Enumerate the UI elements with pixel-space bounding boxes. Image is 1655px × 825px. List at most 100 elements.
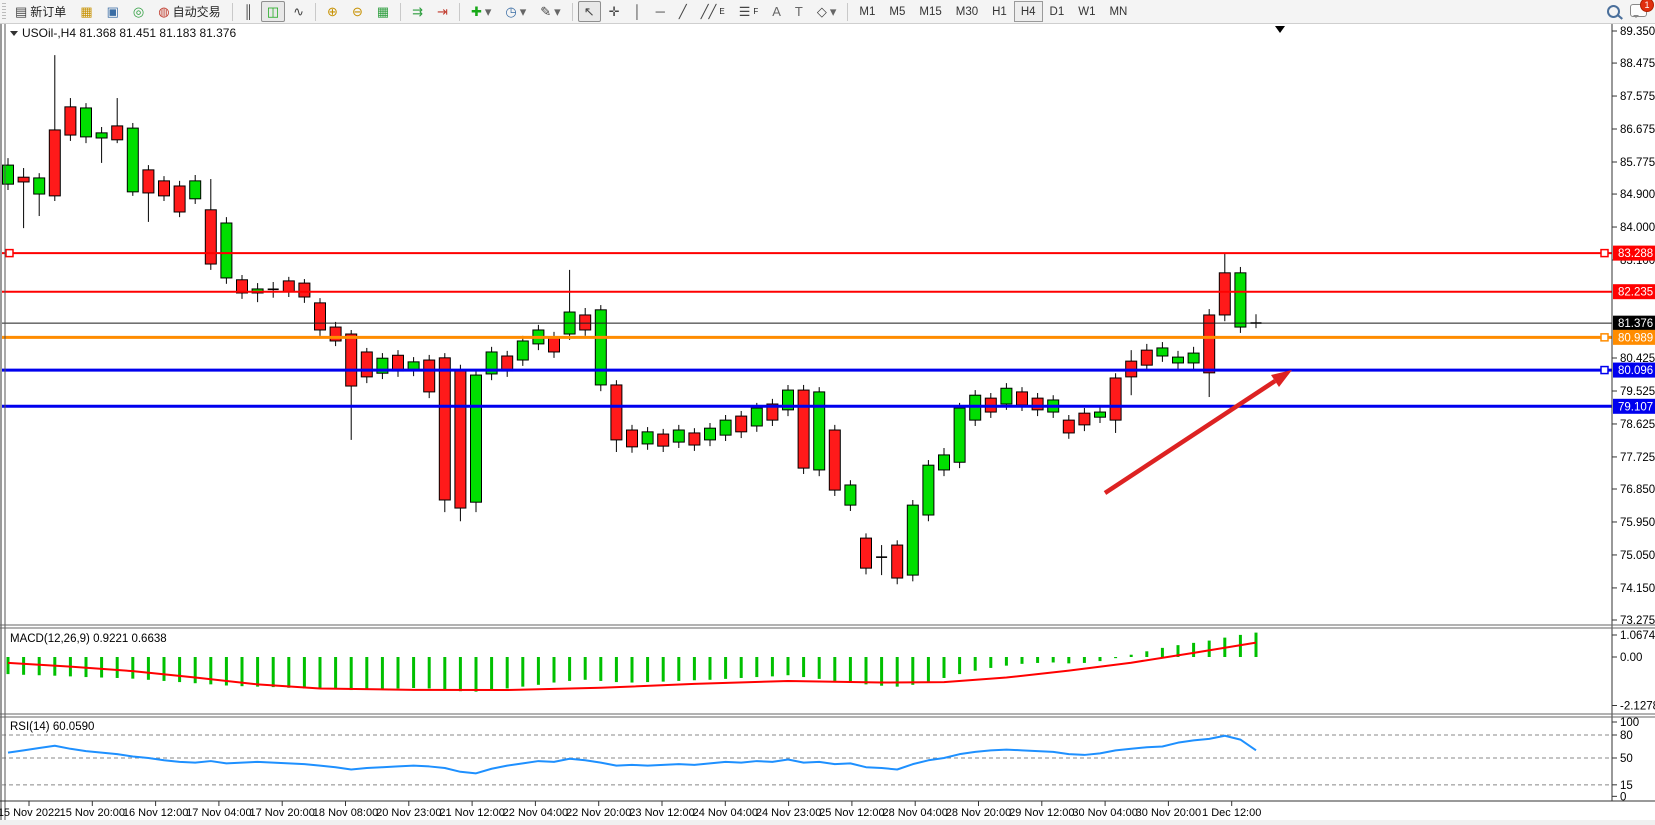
new-order-icon: ▤ [15,4,28,19]
channel-icon: ╱╱ [700,4,717,19]
candle [1187,346,1200,370]
trend-arrow-head[interactable] [1271,370,1292,387]
zoom-out-button[interactable]: ⊖ [346,1,369,22]
rsi-tick-label: 100 [1620,717,1639,729]
candle [314,298,326,336]
time-tick-label: 25 Nov 12:00 [819,807,884,819]
macd-tick-label: 0.00 [1620,652,1642,664]
candlestick-chart-button[interactable]: ◫ [260,1,286,22]
price-tick-label: 76.850 [1620,484,1655,496]
window-left-edge [0,23,2,825]
timeframe-bar: M1 M5 M15 M30 H1 H4 D1 W1 MN [852,1,1134,22]
candle [126,122,139,196]
candle [329,321,342,347]
zoom-in-icon: ⊕ [327,4,338,19]
fibonacci-icon: ☰ [738,4,751,19]
candle [158,176,170,202]
fibonacci-tool-button[interactable]: ☰ F [733,1,765,22]
timeframe-button-m5[interactable]: M5 [889,5,906,18]
cursor-tool-button[interactable]: ↖ [577,1,601,22]
resistance-line-1-handle[interactable] [1600,248,1609,258]
support-line-1-handle[interactable] [1600,365,1609,375]
candle [828,424,841,496]
candle [360,347,373,384]
channel-tool-button[interactable]: ╱╱ E [695,1,731,22]
candle [813,387,826,477]
rsi-indicator-label: RSI(14) 60.0590 [10,721,94,733]
navigator-button[interactable]: ◎ [127,1,150,22]
notifications-button[interactable]: 1 [1630,0,1654,20]
candle [1094,406,1106,424]
price-chip-label: 80.096 [1618,365,1653,377]
candle [766,398,779,426]
candle [142,165,155,222]
tile-windows-button[interactable]: ▦ [371,1,395,22]
text-tool-button[interactable]: A [766,1,787,22]
chart-shift-marker[interactable] [1275,26,1285,33]
timeframe-button-mn[interactable]: MN [1109,5,1128,18]
resistance-line-1-handle[interactable] [5,248,14,258]
macd-tick-label: -2.1278 [1620,701,1655,713]
candle [236,275,248,299]
candle [610,380,623,452]
price-tick-label: 73.275 [1620,615,1655,627]
chart-shift-button[interactable]: ⇥ [431,1,454,22]
price-tick-label: 75.050 [1620,550,1655,562]
periods-button[interactable]: ◷ ▾ [499,1,532,22]
vertical-line-tool-button[interactable]: │ [628,1,648,22]
candle [111,98,124,144]
autotrading-button[interactable]: ◍ 自动交易 [152,1,226,22]
timeframe-button-d1[interactable]: D1 [1049,5,1065,18]
timeframe-button-w1[interactable]: W1 [1078,5,1096,18]
horizontal-line-tool-button[interactable]: ─ [650,1,671,22]
timeframe-button-m15[interactable]: M15 [919,5,942,18]
candle [891,540,904,585]
time-tick-label: 21 Nov 12:00 [439,807,504,819]
indicators-button[interactable]: ✚ ▾ [465,1,497,22]
market-watch-button[interactable]: ▦ [74,1,98,22]
dropdown-icon: ▾ [484,4,492,19]
timeframe-button-m1[interactable]: M1 [859,5,876,18]
zoom-in-button[interactable]: ⊕ [321,1,344,22]
candle [64,98,77,141]
price-chip-label: 80.989 [1618,332,1653,344]
search-icon[interactable] [1607,5,1620,18]
candle [797,384,810,474]
time-tick-label: 18 Nov 08:00 [313,807,378,819]
candle [938,447,950,477]
templates-button[interactable]: ✎ ▾ [534,1,566,22]
time-tick-label: 22 Nov 20:00 [566,807,631,819]
price-tick-label: 75.950 [1620,517,1655,529]
pivot-line-orange-handle[interactable] [1600,333,1609,342]
crosshair-tool-button[interactable]: ✛ [603,1,626,22]
bar-chart-button[interactable]: ║ [238,1,259,22]
time-tick-label: 23 Nov 12:00 [629,807,694,819]
timeframe-button-h1[interactable]: H1 [992,5,1007,18]
candle [1234,266,1247,333]
chart-title-collapse-icon[interactable] [10,31,18,36]
channel-sub-label: E [719,7,725,16]
candle [688,428,701,451]
data-window-button[interactable]: ▣ [101,1,125,22]
auto-scroll-button[interactable]: ⇉ [406,1,429,22]
trend-arrow[interactable] [1103,379,1277,495]
text-label-tool-button[interactable]: T [789,1,809,22]
timeframe-button-m30[interactable]: M30 [955,5,979,18]
candle [672,424,685,448]
time-tick-label: 28 Nov 20:00 [946,807,1011,819]
macd-signal-line [7,641,1257,692]
candle [1078,408,1091,432]
fibo-sub-label: F [753,7,759,16]
timeframe-button-h4[interactable]: H4 [1013,1,1043,22]
candle [579,307,592,336]
chart-shift-icon: ⇥ [437,4,448,19]
trendline-icon: ╱ [678,4,687,19]
candle [17,168,30,229]
arrows-tool-button[interactable]: ◇ ▾ [811,1,843,22]
candle [376,353,389,380]
trendline-tool-button[interactable]: ╱ [673,1,693,22]
toolbar-grip[interactable] [2,2,6,21]
new-order-button[interactable]: ▤ 新订单 [9,1,72,22]
line-chart-button[interactable]: ∿ [287,1,310,22]
